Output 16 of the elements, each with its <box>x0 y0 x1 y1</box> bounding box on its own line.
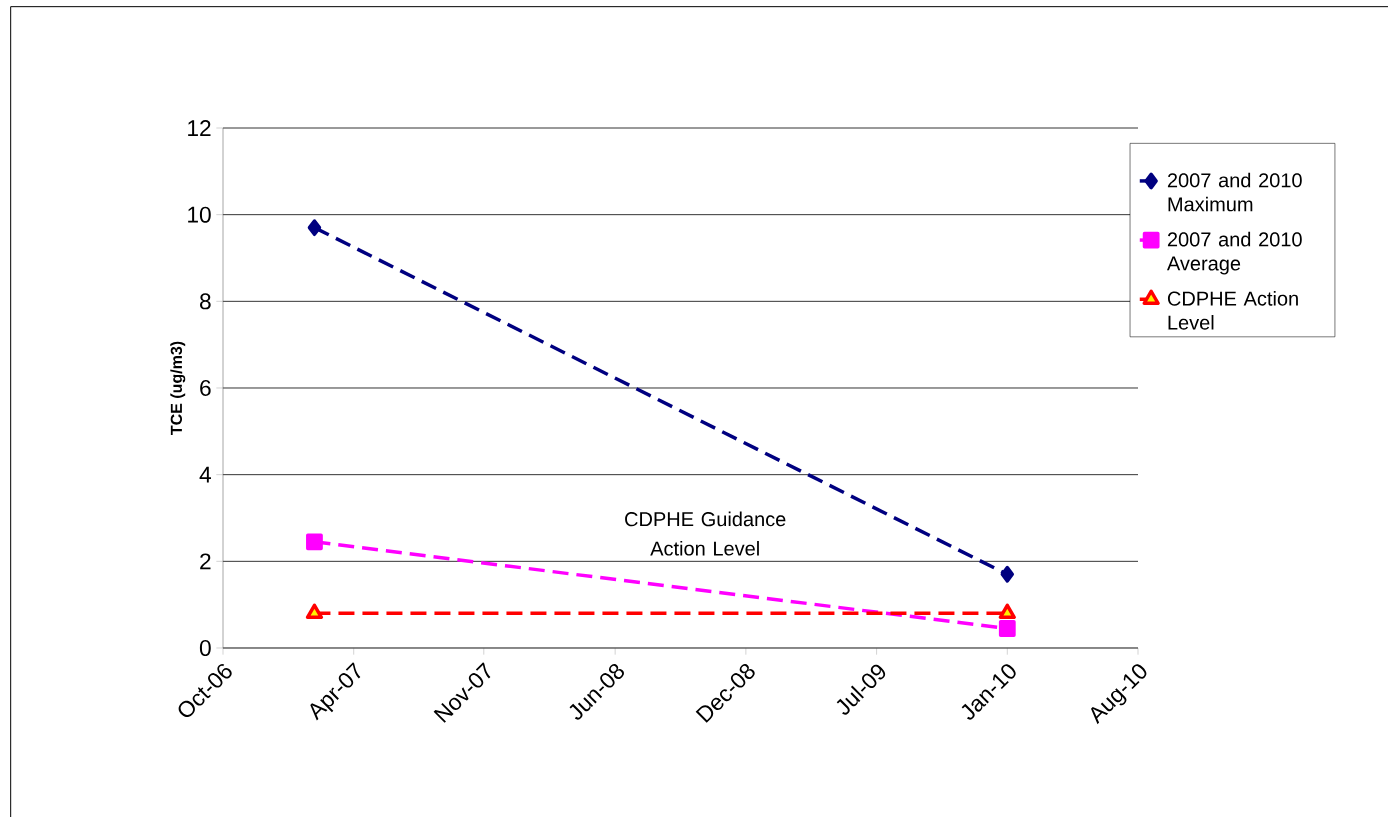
legend-label: 2007 and 2010 Maximum <box>1167 172 1302 212</box>
y-tick-label: 10 <box>188 206 211 223</box>
y-tick-label: 6 <box>200 379 211 397</box>
y-tick-label: 0 <box>199 639 211 657</box>
y-tick-label: 2 <box>200 553 211 570</box>
y-axis-title: TCE (ug/m3) <box>170 341 186 435</box>
y-tick-label: 8 <box>200 293 211 310</box>
annotation: CDPHE Guidance Action Level <box>625 511 786 556</box>
legend-label: CDPHE Action Level <box>1167 291 1298 330</box>
point <box>998 620 1016 637</box>
legend-label: 2007 and 2010 Average <box>1166 231 1302 275</box>
y-tick-label: 4 <box>199 466 211 483</box>
y-tick-label: 12 <box>188 120 211 136</box>
point <box>306 533 323 551</box>
point <box>307 219 322 237</box>
point <box>1000 565 1015 583</box>
